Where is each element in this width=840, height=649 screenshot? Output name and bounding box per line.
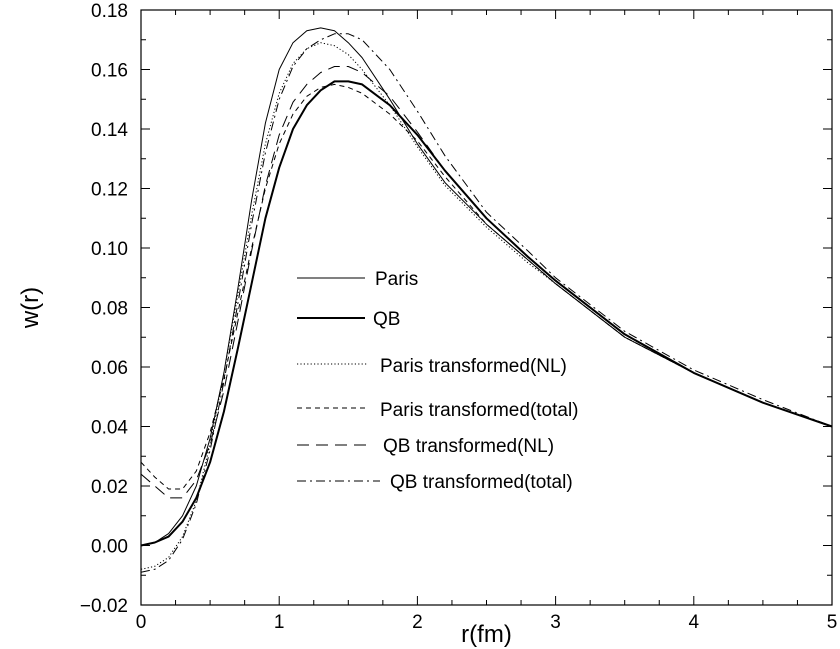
- legend-label: Paris: [375, 269, 418, 290]
- series-line-5: [140, 66, 833, 499]
- plot-area: [140, 27, 833, 573]
- y-tick-label: 0.18: [91, 1, 128, 22]
- x-tick-label: 4: [689, 612, 700, 633]
- legend: Paris QB Paris transformed(NL) Paris transf…: [297, 269, 579, 493]
- y-tick-label: 0.12: [91, 180, 128, 201]
- legend-label: QB transformed(NL): [383, 436, 554, 457]
- y-tick-label: 0.08: [91, 299, 128, 320]
- y-tick-label: 0.06: [91, 358, 128, 379]
- y-tick-label: 0.14: [91, 120, 128, 141]
- y-tick-label: 0.00: [91, 537, 128, 558]
- legend-label: QB transformed(total): [390, 472, 573, 493]
- y-tick-label: −0.02: [80, 596, 128, 617]
- plot-frame: [140, 9, 833, 606]
- x-axis-label: r(fm): [461, 621, 512, 648]
- y-tick-label: 0.02: [91, 477, 128, 498]
- axis-ticks: [140, 9, 833, 606]
- x-tick-label: 0: [136, 612, 147, 633]
- series-line-3: [140, 42, 833, 570]
- legend-label: QB: [373, 309, 400, 330]
- y-tick-label: 0.16: [91, 61, 128, 82]
- legend-label: Paris transformed(NL): [380, 356, 567, 377]
- y-tick-label: 0.04: [91, 418, 128, 439]
- x-tick-label: 3: [550, 612, 561, 633]
- legend-label: Paris transformed(total): [380, 400, 579, 421]
- x-tick-label: 1: [274, 612, 285, 633]
- series-line-1: [140, 27, 833, 546]
- y-axis-label: w(r): [17, 287, 44, 329]
- x-tick-label: 2: [412, 612, 423, 633]
- y-tick-label: 0.10: [91, 239, 128, 260]
- tick-labels: 0 1 2 3 4 5 −0.02 0.00 0.02 0.04 0.06 0.08 0.10 0.12 0…: [80, 1, 837, 633]
- x-tick-label: 5: [827, 612, 838, 633]
